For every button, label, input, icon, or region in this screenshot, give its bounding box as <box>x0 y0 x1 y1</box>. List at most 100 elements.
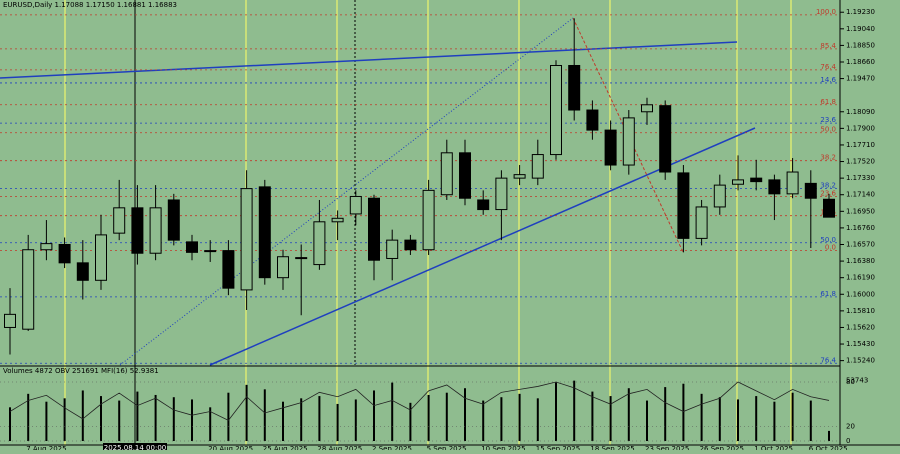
x-tick-label: 1 Oct 2025 <box>754 445 793 450</box>
fib-label: 85.4 <box>820 42 836 50</box>
cursor-label: 2025.08.14 00:00 <box>104 444 166 450</box>
y-tick-label: 1.17330 <box>846 174 875 182</box>
candle-body <box>786 171 799 195</box>
candle-body <box>76 262 89 281</box>
y-tick-label: 1.17140 <box>846 191 875 199</box>
x-tick-label: 18 Sep 2025 <box>590 445 634 450</box>
candle-body <box>331 217 344 223</box>
y-tick-label: 1.17710 <box>846 141 875 149</box>
candle-body <box>186 241 198 253</box>
fib-label: 61.8 <box>820 290 836 298</box>
candle-body <box>349 195 362 215</box>
candle-body <box>459 152 471 199</box>
x-tick-label: 10 Sep 2025 <box>481 445 525 450</box>
candle-body <box>386 239 399 259</box>
candle-body <box>586 109 599 131</box>
fib-label: 50.0 <box>820 236 836 244</box>
candle-body <box>823 198 835 218</box>
x-tick-label: 23 Sep 2025 <box>645 445 689 450</box>
candle-body <box>750 177 763 183</box>
candle-body <box>604 129 617 166</box>
fib-label: 23.6 <box>820 189 836 197</box>
candle-body <box>622 117 635 166</box>
y-tick-label: 1.17900 <box>846 124 875 132</box>
mfi-tick-label: 0 <box>846 437 850 445</box>
fib-label: 76.4 <box>820 63 836 71</box>
y-tick-label: 1.15430 <box>846 340 875 348</box>
y-tick-label: 1.16190 <box>846 274 875 282</box>
candle-body <box>295 257 308 260</box>
y-tick-label: 1.18850 <box>846 41 875 49</box>
candle-body <box>95 234 107 281</box>
x-tick-label: 5 Sep 2025 <box>427 445 467 450</box>
candle-body <box>495 177 508 211</box>
candle-body <box>804 182 817 199</box>
y-tick-label: 1.17520 <box>846 158 875 166</box>
candle-body <box>204 250 217 253</box>
y-tick-label: 1.18090 <box>846 108 875 116</box>
candle-body <box>167 199 180 241</box>
candle-body <box>568 64 581 111</box>
candle-body <box>695 206 708 239</box>
candle-body <box>768 179 781 195</box>
candle-body <box>4 313 16 328</box>
mfi-line <box>9 381 830 421</box>
x-tick-label: 15 Sep 2025 <box>536 445 580 450</box>
x-tick-label: 2 Sep 2025 <box>372 445 412 450</box>
fib-label: 38.2 <box>820 154 836 162</box>
x-tick-label: 6 Oct 2025 <box>809 445 848 450</box>
candle-body <box>713 184 726 208</box>
candle-body <box>513 174 526 179</box>
fib-label: 23.6 <box>820 116 836 124</box>
candle-body <box>258 186 271 279</box>
y-tick-label: 1.16760 <box>846 224 875 232</box>
y-tick-label: 1.16570 <box>846 240 875 248</box>
x-tick-label: 7 Aug 2025 <box>26 445 66 450</box>
y-tick-label: 1.16950 <box>846 207 875 215</box>
y-tick-label: 1.15810 <box>846 307 875 315</box>
candle-body <box>113 207 126 234</box>
candle-body <box>58 243 71 264</box>
cursor-box <box>103 443 167 451</box>
candle-body <box>422 189 435 251</box>
candle-body <box>222 250 235 289</box>
y-tick-label: 1.19040 <box>846 25 875 33</box>
candle-body <box>440 152 453 196</box>
y-tick-label: 1.16380 <box>846 257 875 265</box>
candle-body <box>22 249 35 330</box>
x-tick-label: 26 Sep 2025 <box>700 445 744 450</box>
fib-label: 0.0 <box>825 244 836 252</box>
candle-body <box>531 154 544 179</box>
mfi-tick-label: 20 <box>846 422 855 430</box>
candle-body <box>368 197 380 261</box>
candle-body <box>277 256 289 279</box>
x-tick-label: 20 Aug 2025 <box>208 445 253 450</box>
candle-body <box>240 188 253 291</box>
candle-body <box>149 207 162 254</box>
x-tick-label: 25 Aug 2025 <box>263 445 308 450</box>
candle-body <box>659 105 672 173</box>
fib-label: 76.4 <box>820 356 836 364</box>
y-tick-label: 1.19470 <box>846 75 875 83</box>
candle-body <box>477 199 490 211</box>
fib-label: 38.2 <box>820 182 836 190</box>
y-tick-label: 1.18660 <box>846 58 875 66</box>
candle-body <box>641 104 653 113</box>
candle-body <box>404 239 417 251</box>
candle-body <box>550 64 562 156</box>
candle-body <box>40 243 53 251</box>
indicator-title: Volumes 4872 OBV 251691 MFI(16) 52.9381 <box>3 367 159 375</box>
candle-body <box>677 172 690 239</box>
y-tick-label: 1.16000 <box>846 290 875 298</box>
y-tick-label: 1.19230 <box>846 8 875 16</box>
chart-title: EURUSD,Daily 1.17088 1.17150 1.16881 1.1… <box>3 1 177 9</box>
candle-body <box>732 179 744 185</box>
y-tick-label: 1.15240 <box>846 357 875 365</box>
candle-body <box>131 207 144 254</box>
volume-tick-label: 53743 <box>846 377 868 385</box>
fib-label: 100.0 <box>816 8 836 16</box>
x-tick-label: 28 Aug 2025 <box>317 445 362 450</box>
fib-label: 61.8 <box>820 98 836 106</box>
candle-body <box>313 221 326 266</box>
